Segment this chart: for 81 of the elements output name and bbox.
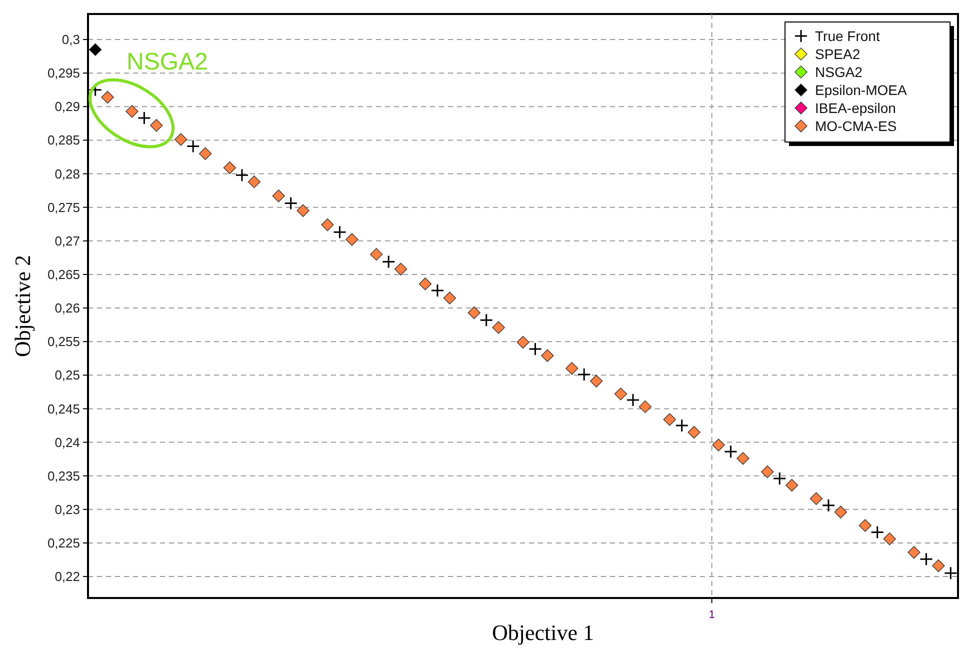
point — [332, 225, 346, 239]
point — [284, 196, 298, 210]
point — [430, 284, 444, 298]
y-tick-label: 0,27 — [54, 233, 80, 248]
point — [296, 204, 310, 218]
point — [541, 349, 554, 362]
point — [235, 168, 249, 182]
point — [919, 552, 933, 566]
point — [174, 133, 188, 146]
y-tick-label: 0,235 — [47, 468, 80, 484]
point — [150, 119, 163, 132]
y-tick-label: 0,24 — [54, 434, 80, 450]
point — [688, 426, 700, 439]
y-tick-label: 0,28 — [54, 166, 80, 182]
point — [870, 525, 884, 539]
point — [370, 248, 383, 261]
point — [614, 388, 628, 400]
y-tick-label: 0,255 — [47, 334, 80, 350]
legend-label: SPEA2 — [815, 46, 860, 62]
point — [908, 546, 920, 559]
point — [88, 43, 102, 56]
point — [248, 175, 261, 188]
point — [516, 336, 530, 349]
y-tick-label: 0,3 — [62, 32, 80, 48]
point — [772, 472, 786, 486]
y-tick-label: 0,225 — [47, 536, 80, 551]
point — [834, 506, 848, 518]
annotation: NSGA2 — [126, 48, 208, 76]
point — [321, 218, 334, 232]
y-tick-label: 0,245 — [47, 401, 80, 416]
y-tick-label: 0,25 — [54, 368, 80, 383]
point — [626, 393, 640, 407]
point — [468, 306, 480, 320]
y-tick-label: 0,265 — [47, 267, 80, 282]
legend-label: NSGA2 — [815, 64, 863, 80]
text: 1 — [708, 609, 715, 621]
y-tick-label: 0,23 — [54, 502, 80, 517]
point — [137, 111, 151, 125]
point — [638, 400, 652, 414]
legend-label: True Front — [815, 28, 880, 44]
point — [858, 519, 872, 532]
legend-label: MO-CMA-ES — [815, 118, 897, 134]
point — [822, 498, 836, 512]
legend-label: IBEA-epsilon — [815, 100, 896, 116]
point — [566, 362, 578, 375]
point — [590, 374, 603, 388]
point — [932, 559, 945, 572]
point — [810, 492, 823, 506]
point — [272, 190, 285, 202]
y-axis-title: Objective 2 — [10, 254, 35, 358]
point — [736, 452, 750, 465]
point — [223, 161, 236, 174]
point — [443, 292, 456, 304]
point — [944, 566, 958, 580]
x-axis-title: Objective 1 — [492, 620, 594, 645]
point — [663, 413, 676, 426]
point — [186, 139, 200, 153]
y-tick-label: 0,22 — [54, 569, 80, 584]
point — [785, 478, 798, 492]
point — [492, 321, 505, 334]
point — [761, 465, 774, 478]
point — [883, 532, 896, 546]
point — [480, 313, 494, 327]
point — [712, 438, 725, 452]
point — [577, 368, 591, 382]
point — [346, 233, 358, 246]
point — [675, 418, 689, 432]
point — [382, 254, 396, 268]
point — [198, 147, 212, 160]
point — [126, 104, 138, 118]
y-tick-label: 0,295 — [47, 66, 80, 81]
point — [724, 444, 738, 458]
point — [528, 342, 542, 356]
point — [418, 278, 432, 290]
y-tick-label: 0,26 — [54, 300, 80, 316]
point — [101, 90, 114, 104]
y-tick-label: 0,275 — [47, 200, 80, 215]
y-tick-label: 0,29 — [54, 99, 80, 114]
legend-label: Epsilon-MOEA — [815, 82, 908, 98]
point — [394, 262, 408, 276]
y-tick-label: 0,285 — [47, 132, 80, 148]
